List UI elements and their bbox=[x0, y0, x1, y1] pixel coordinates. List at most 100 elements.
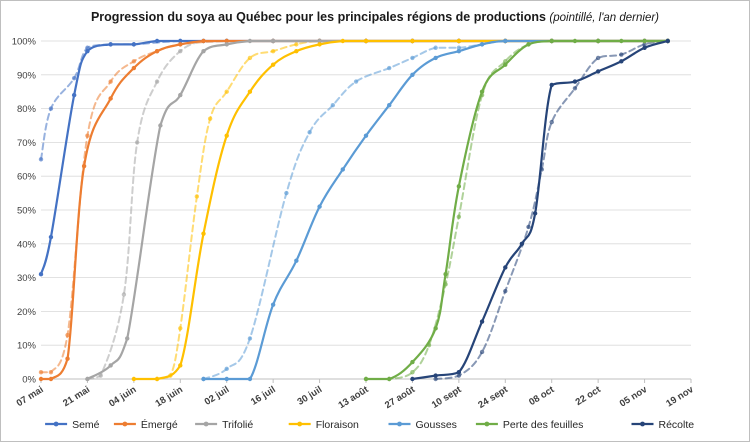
data-point-perte-des-feuilles-current bbox=[595, 38, 601, 44]
data-point-emerge-current bbox=[81, 163, 87, 169]
data-point-seme-current bbox=[48, 234, 54, 240]
data-point-floraison-previous bbox=[224, 89, 229, 94]
data-point-gousses-current bbox=[503, 38, 508, 44]
y-tick-label: 10% bbox=[17, 341, 37, 352]
data-point-floraison-current bbox=[154, 376, 160, 382]
data-point-trifolie-current bbox=[178, 92, 183, 98]
data-point-recolte-previous bbox=[619, 52, 624, 57]
data-point-gousses-current bbox=[363, 133, 369, 138]
data-point-perte-des-feuilles-current bbox=[456, 184, 462, 189]
legend: Semé Émergé Trifolié Floraison Gousses Perte … bbox=[45, 418, 694, 431]
data-point-floraison-previous bbox=[207, 116, 213, 121]
data-point-gousses-current bbox=[224, 376, 229, 382]
data-point-perte-des-feuilles-current bbox=[443, 272, 448, 277]
data-point-recolte-current bbox=[503, 265, 508, 270]
data-point-emerge-current bbox=[224, 38, 229, 44]
data-point-trifolie-current bbox=[224, 42, 229, 47]
data-point-floraison-current bbox=[294, 48, 299, 54]
data-point-perte-des-feuilles-current bbox=[479, 89, 485, 94]
legend-label: Trifolié bbox=[222, 419, 253, 431]
legend-swatch-marker bbox=[640, 421, 645, 427]
data-point-floraison-current bbox=[456, 38, 462, 44]
data-point-gousses-current bbox=[387, 103, 392, 108]
series-line-seme-previous bbox=[40, 40, 669, 161]
x-tick-label: 18 juin bbox=[154, 384, 186, 409]
data-point-seme-current bbox=[108, 42, 113, 47]
data-point-recolte-previous bbox=[549, 119, 554, 125]
data-point-trifolie-current bbox=[317, 38, 322, 44]
data-point-recolte-previous bbox=[503, 288, 508, 294]
data-point-emerge-current bbox=[48, 376, 54, 382]
chart-title-main: Progression du soya au Québec pour les p… bbox=[90, 10, 546, 24]
legend-item-floraison: Floraison bbox=[288, 419, 359, 431]
data-point-recolte-current bbox=[619, 59, 624, 64]
legend-item-emerge: Émergé bbox=[113, 418, 178, 431]
legend-item-gousses: Gousses bbox=[388, 419, 457, 431]
data-point-gousses-current bbox=[340, 167, 345, 172]
y-tick-label: 100% bbox=[12, 37, 37, 48]
data-point-recolte-current bbox=[642, 45, 647, 50]
data-point-gousses-previous bbox=[224, 366, 229, 372]
x-tick-label: 07 mai bbox=[15, 384, 46, 409]
data-point-gousses-current bbox=[410, 72, 415, 78]
data-point-recolte-current bbox=[410, 376, 415, 382]
data-point-seme-current bbox=[178, 38, 183, 44]
legend-swatch-marker bbox=[484, 421, 490, 427]
data-point-perte-des-feuilles-previous bbox=[410, 370, 415, 375]
legend-label: Semé bbox=[72, 419, 100, 431]
data-point-recolte-current bbox=[532, 211, 538, 216]
data-point-recolte-previous bbox=[479, 349, 485, 355]
data-point-perte-des-feuilles-current bbox=[410, 359, 415, 365]
data-point-trifolie-previous bbox=[98, 373, 103, 378]
series-recolte-previous bbox=[433, 38, 670, 382]
data-point-trifolie-current bbox=[201, 48, 206, 54]
legend-swatch-marker bbox=[53, 421, 59, 427]
data-point-recolte-previous bbox=[526, 224, 531, 230]
data-point-recolte-current bbox=[665, 38, 670, 44]
data-point-emerge-current bbox=[201, 38, 206, 44]
data-point-trifolie-previous bbox=[134, 140, 140, 145]
legend-item-trifolie: Trifolié bbox=[195, 419, 253, 431]
data-point-perte-des-feuilles-current bbox=[387, 376, 392, 382]
data-point-trifolie-current bbox=[85, 376, 90, 382]
data-point-perte-des-feuilles-current bbox=[433, 326, 438, 331]
data-point-gousses-previous bbox=[284, 190, 289, 196]
data-point-emerge-previous bbox=[108, 79, 113, 84]
data-point-perte-des-feuilles-current bbox=[642, 38, 647, 44]
y-tick-label: 40% bbox=[17, 239, 37, 250]
data-point-gousses-current bbox=[317, 204, 322, 209]
x-tick-label: 02 juil bbox=[203, 384, 232, 408]
data-point-recolte-previous bbox=[595, 55, 601, 61]
data-point-gousses-previous bbox=[387, 65, 392, 71]
data-point-floraison-previous bbox=[247, 55, 253, 61]
y-tick-label: 80% bbox=[17, 104, 37, 115]
data-point-emerge-previous bbox=[131, 59, 137, 64]
data-point-floraison-current bbox=[131, 376, 137, 382]
data-point-gousses-previous bbox=[456, 45, 462, 50]
legend-item-seme: Semé bbox=[45, 419, 100, 431]
x-tick-label: 27 août bbox=[383, 384, 418, 411]
data-point-trifolie-current bbox=[125, 336, 130, 341]
data-point-seme-previous bbox=[48, 106, 54, 111]
y-tick-label: 50% bbox=[17, 206, 37, 217]
series-line-perte-des-feuilles-current bbox=[364, 39, 669, 381]
data-point-emerge-previous bbox=[38, 370, 44, 375]
data-point-seme-current bbox=[85, 48, 90, 54]
data-point-recolte-previous bbox=[456, 373, 462, 378]
data-point-gousses-current bbox=[294, 258, 299, 263]
data-point-seme-current bbox=[154, 38, 160, 44]
x-tick-label: 10 sept bbox=[430, 384, 464, 411]
legend-label: Émergé bbox=[141, 418, 178, 431]
data-point-recolte-current bbox=[549, 82, 554, 88]
data-point-recolte-previous bbox=[433, 376, 438, 382]
data-point-perte-des-feuilles-current bbox=[572, 38, 578, 44]
data-point-trifolie-current bbox=[247, 38, 253, 44]
series-perte-des-feuilles-current bbox=[363, 38, 670, 382]
chart-title: Progression du soya au Québec pour les p… bbox=[1, 10, 749, 24]
y-tick-label: 30% bbox=[17, 273, 37, 284]
data-point-emerge-current bbox=[108, 96, 113, 101]
data-point-recolte-current bbox=[479, 319, 485, 324]
data-point-emerge-current bbox=[65, 356, 70, 361]
series-recolte-current bbox=[410, 38, 670, 382]
